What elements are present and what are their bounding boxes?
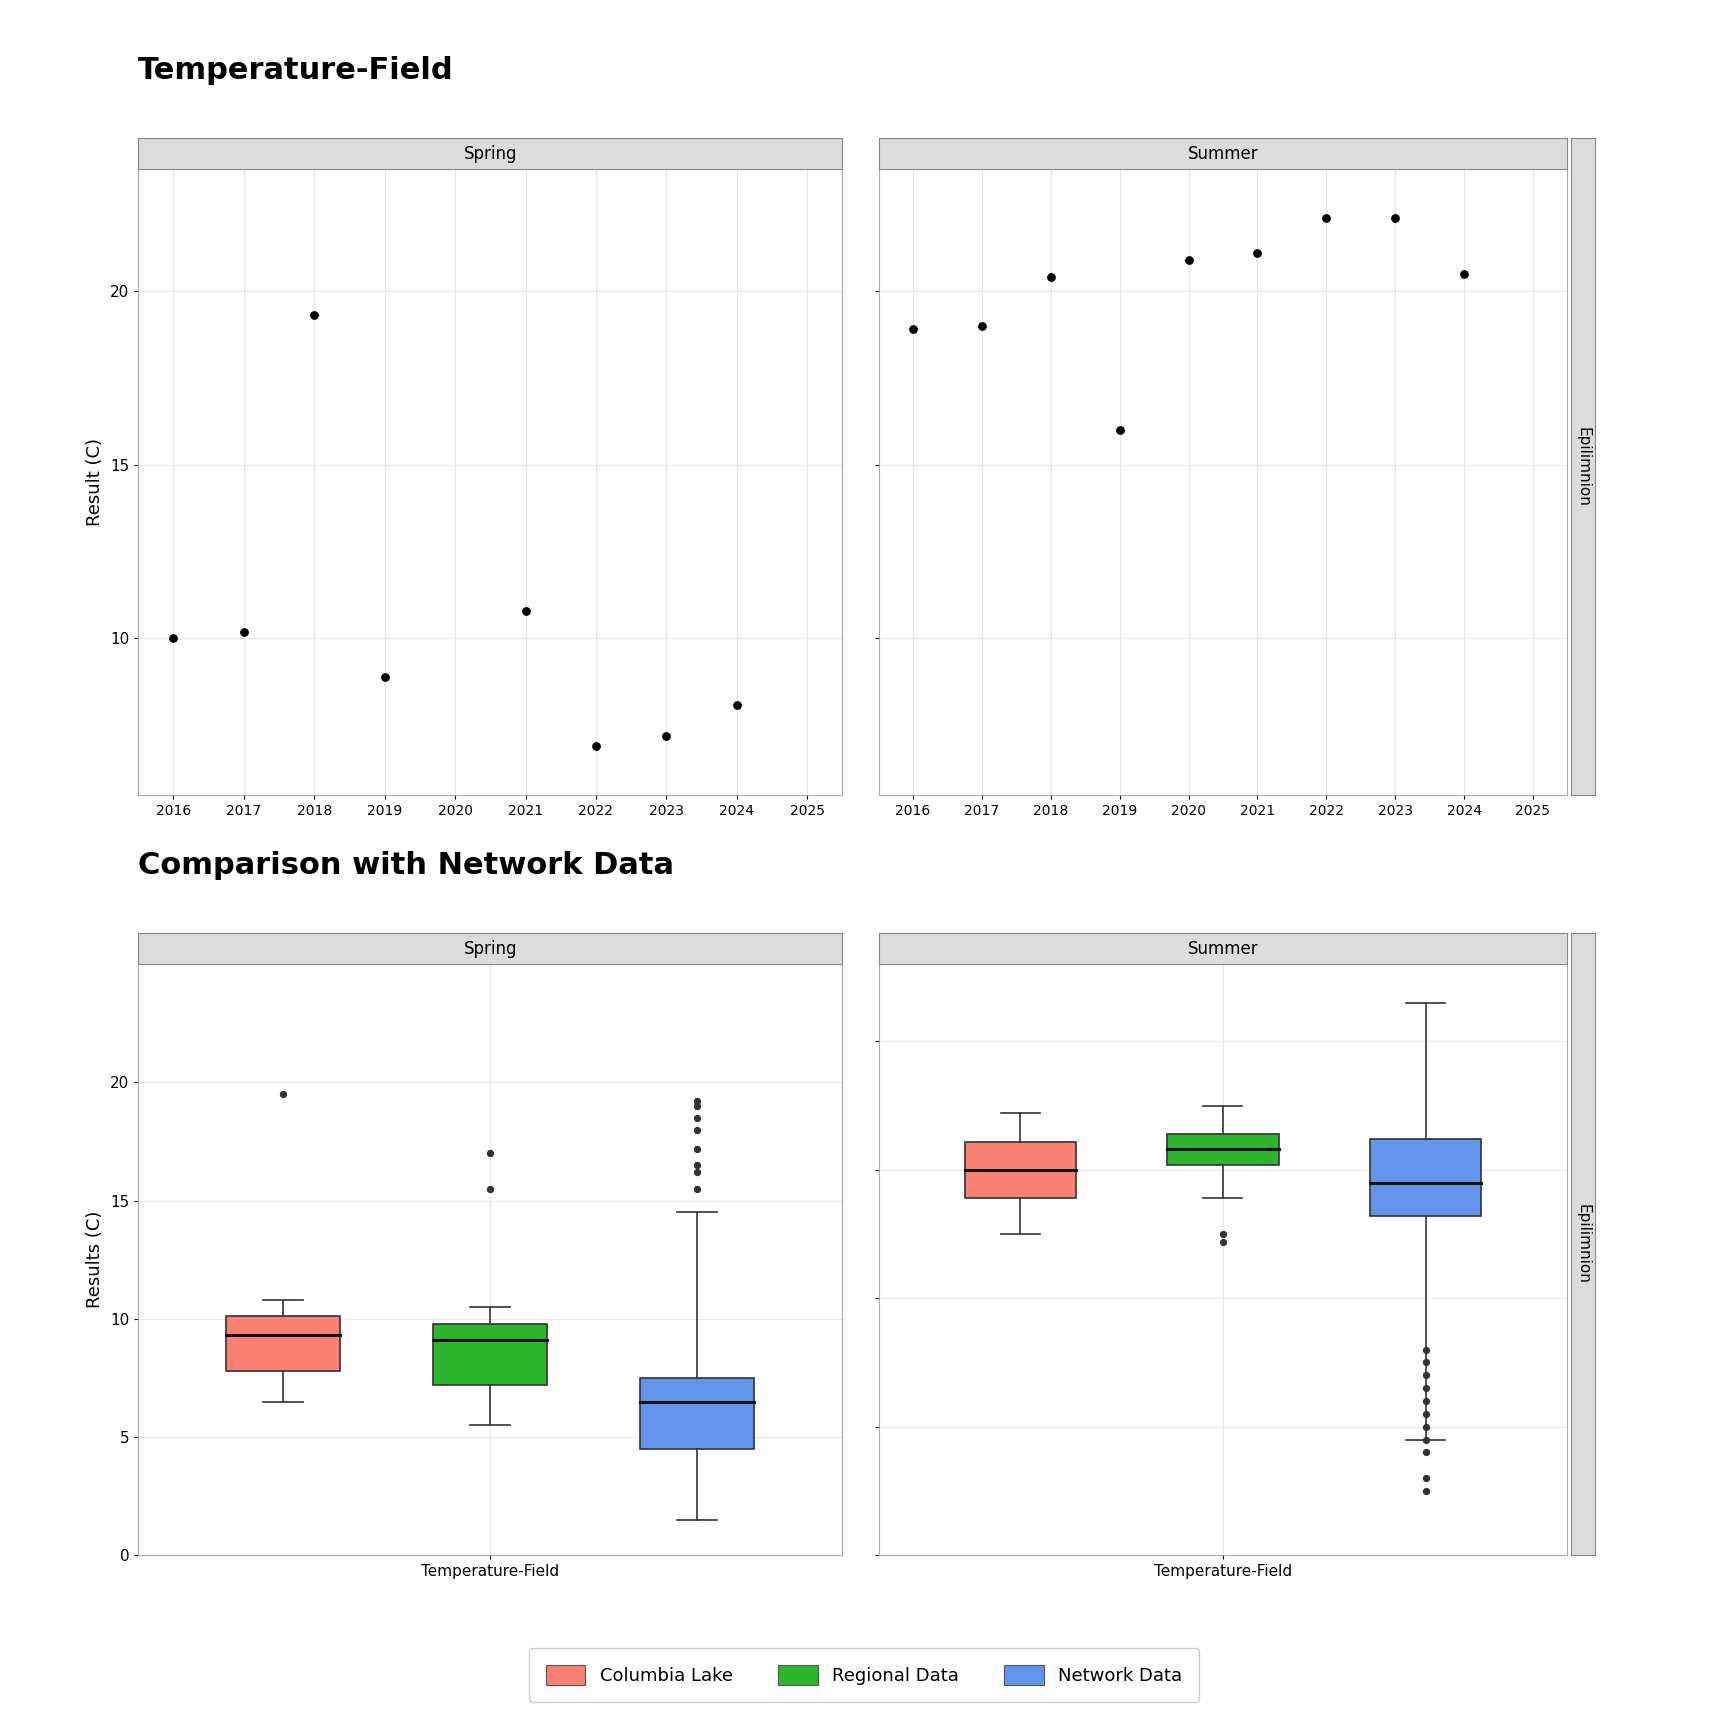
Text: Summer: Summer bbox=[1187, 940, 1258, 957]
Point bbox=[582, 733, 610, 760]
Point bbox=[684, 1087, 712, 1115]
Text: Spring: Spring bbox=[463, 940, 517, 957]
Point bbox=[1450, 259, 1477, 287]
Point bbox=[1412, 1388, 1439, 1415]
Y-axis label: Results (C): Results (C) bbox=[86, 1211, 104, 1308]
Point bbox=[1412, 1414, 1439, 1441]
Bar bbox=[1370, 1139, 1481, 1217]
Point bbox=[684, 1116, 712, 1144]
Point bbox=[1244, 238, 1272, 266]
Legend: Columbia Lake, Regional Data, Network Data: Columbia Lake, Regional Data, Network Da… bbox=[529, 1649, 1199, 1702]
Point bbox=[653, 722, 681, 750]
Text: Summer: Summer bbox=[1187, 145, 1258, 162]
Text: Epilimnion: Epilimnion bbox=[1576, 427, 1590, 506]
Point bbox=[1175, 245, 1203, 273]
Point bbox=[477, 1139, 505, 1166]
Point bbox=[1313, 204, 1341, 232]
Point bbox=[511, 596, 539, 624]
Point bbox=[1412, 1374, 1439, 1401]
Text: Comparison with Network Data: Comparison with Network Data bbox=[138, 850, 674, 880]
Bar bbox=[964, 1142, 1077, 1198]
Point bbox=[899, 316, 926, 344]
Bar bbox=[434, 1324, 548, 1386]
Point bbox=[270, 1080, 297, 1108]
Point bbox=[684, 1104, 712, 1132]
Point bbox=[684, 1151, 712, 1178]
Point bbox=[1412, 1464, 1439, 1491]
Point bbox=[684, 1175, 712, 1203]
Point bbox=[1412, 1439, 1439, 1467]
Point bbox=[1412, 1336, 1439, 1363]
Text: Epilimnion: Epilimnion bbox=[1576, 1204, 1590, 1284]
Point bbox=[968, 313, 995, 340]
Point bbox=[1037, 263, 1064, 290]
Point bbox=[301, 301, 328, 328]
Point bbox=[684, 1092, 712, 1120]
Point bbox=[684, 1135, 712, 1163]
Point bbox=[1381, 204, 1408, 232]
Point bbox=[1106, 416, 1134, 444]
Point bbox=[722, 691, 750, 719]
Text: Temperature-Field: Temperature-Field bbox=[138, 55, 454, 85]
Y-axis label: Result (C): Result (C) bbox=[86, 439, 104, 525]
Point bbox=[1210, 1229, 1237, 1256]
Point bbox=[477, 1175, 505, 1203]
Point bbox=[1412, 1400, 1439, 1427]
Bar bbox=[226, 1317, 340, 1370]
Point bbox=[1210, 1220, 1237, 1248]
Text: Spring: Spring bbox=[463, 145, 517, 162]
Bar bbox=[1168, 1134, 1279, 1165]
Point bbox=[1412, 1477, 1439, 1505]
Point bbox=[1412, 1348, 1439, 1375]
Bar bbox=[641, 1377, 755, 1448]
Point bbox=[1412, 1362, 1439, 1389]
Point bbox=[1412, 1426, 1439, 1453]
Point bbox=[684, 1158, 712, 1185]
Point bbox=[159, 626, 187, 653]
Point bbox=[230, 617, 257, 645]
Point bbox=[372, 664, 399, 691]
